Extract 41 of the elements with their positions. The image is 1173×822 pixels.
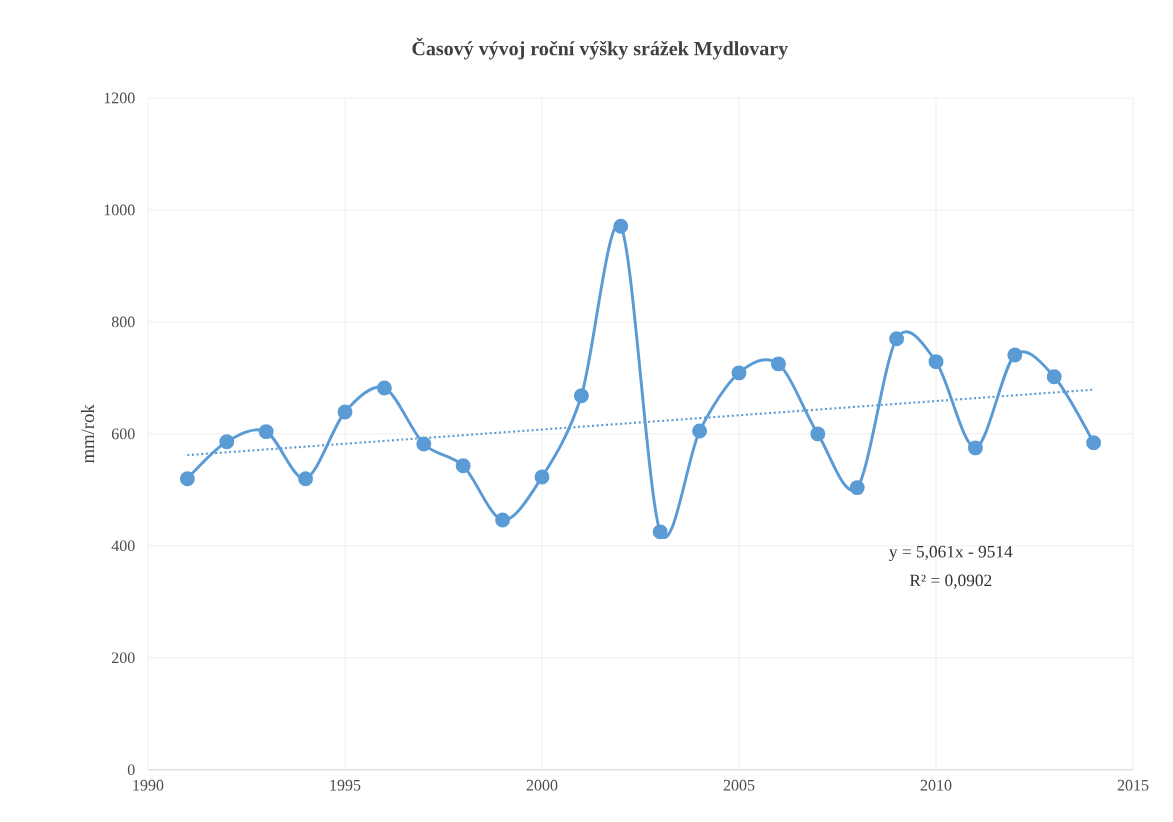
x-tick-label: 2000: [526, 779, 558, 791]
point: [534, 469, 550, 485]
point: [731, 365, 747, 381]
point: [298, 471, 314, 487]
point: [967, 440, 983, 456]
point: [1046, 369, 1062, 385]
point: [849, 480, 865, 496]
y-tick-label: 1200: [104, 92, 135, 104]
x-tick-label: 2015: [1117, 779, 1149, 791]
point: [810, 426, 826, 442]
point: [179, 471, 195, 487]
point: [258, 424, 274, 440]
point: [495, 512, 511, 528]
point: [337, 404, 353, 420]
point: [1007, 347, 1023, 363]
x-tick-label: 2005: [723, 779, 755, 791]
x-tick-label: 2010: [920, 779, 952, 791]
point: [889, 331, 905, 347]
point: [416, 436, 432, 452]
point: [1086, 435, 1102, 451]
point: [613, 218, 629, 234]
y-tick-label: 400: [111, 540, 135, 552]
point: [652, 524, 668, 540]
point: [692, 423, 708, 439]
point: [770, 356, 786, 372]
point: [928, 354, 944, 370]
y-tick-label: 800: [111, 316, 135, 328]
x-tick-label: 1995: [330, 779, 361, 791]
y-axis-title: mm/rok: [80, 404, 95, 464]
point: [455, 458, 471, 474]
point: [573, 388, 589, 404]
annotation: R² = 0,0902: [909, 574, 992, 589]
chart-title: Časový vývoj roční výšky srážek Mydlovary: [412, 37, 788, 60]
point: [219, 434, 235, 450]
y-tick-label: 1000: [104, 204, 135, 216]
y-tick-label: 600: [111, 428, 135, 440]
annotation: y = 5,061x - 9514: [889, 545, 1013, 562]
point: [376, 380, 392, 396]
y-tick-label: 0: [127, 764, 135, 776]
y-tick-label: 200: [111, 652, 135, 664]
x-tick-label: 1990: [133, 779, 164, 791]
